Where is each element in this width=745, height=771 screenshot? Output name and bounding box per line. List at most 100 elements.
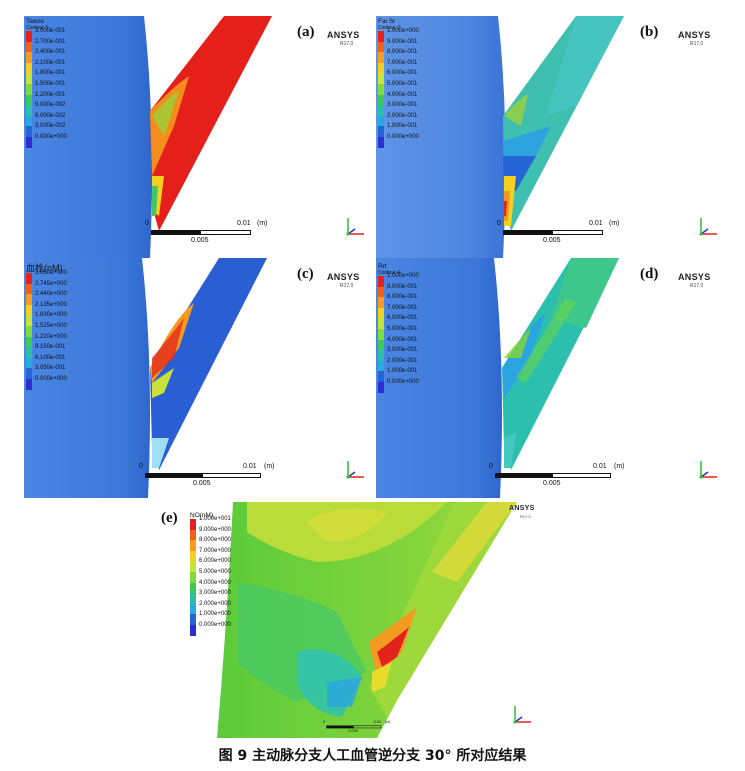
legend-swatch xyxy=(26,62,32,74)
legend-value: 1.000e+000 xyxy=(199,611,231,618)
legend-row: 0.000e+000 xyxy=(26,376,67,390)
legend-row: 1.200e-001 xyxy=(26,92,65,106)
legend-value: 3.000e-001 xyxy=(387,347,418,354)
legend-swatch xyxy=(190,550,196,562)
scale-bar-e: 0 0.01 (m) 0.005 xyxy=(323,720,390,734)
scale-mid: 0.005 xyxy=(348,729,358,734)
panel-d xyxy=(376,258,721,498)
ansys-version: R17.0 xyxy=(340,283,354,289)
contour-image-b xyxy=(376,16,721,258)
legend-swatch xyxy=(378,52,384,63)
legend-swatch xyxy=(26,115,32,127)
scale-bar-fill xyxy=(145,473,203,478)
legend-swatch xyxy=(26,73,32,84)
legend-value: 2.135e+000 xyxy=(35,301,67,308)
legend-row: 2.135e+000 xyxy=(26,302,67,316)
legend-swatch xyxy=(378,115,384,127)
legend-value: 6.000e-002 xyxy=(35,112,66,119)
ansys-logo: ANSYS xyxy=(509,505,535,512)
legend-row: 0.000e+000 xyxy=(378,134,419,148)
legend-swatch xyxy=(378,381,384,393)
legend-swatch xyxy=(26,357,32,369)
legend-swatch xyxy=(378,62,384,74)
scale-unit: (m) xyxy=(264,463,275,470)
legend-swatch xyxy=(378,286,384,298)
legend-value: 9.000e-002 xyxy=(35,102,66,109)
legend-swatch xyxy=(26,315,32,326)
legend-swatch xyxy=(190,540,196,551)
scale-max: 0.01 xyxy=(593,463,607,470)
scale-unit: (m) xyxy=(257,220,268,227)
legend-swatch xyxy=(26,105,32,116)
legend-row: 1.000e-001 xyxy=(378,368,417,382)
legend-swatch xyxy=(190,561,196,572)
legend-value: 7.000e-001 xyxy=(387,304,418,311)
legend-swatch xyxy=(190,529,196,541)
contour-image-c xyxy=(24,258,369,498)
axis-triad-icon xyxy=(699,218,717,236)
legend-value: 3.000e-002 xyxy=(35,123,66,130)
legend-subtitle: Contour 4 xyxy=(378,270,400,276)
scale-bar-fill xyxy=(326,725,354,729)
legend-subtitle: Contour 2 xyxy=(378,25,400,31)
legend-value: 8.000e-001 xyxy=(387,294,418,301)
legend-row: 9.150e-001 xyxy=(26,344,65,358)
legend-swatch xyxy=(26,304,32,316)
legend-swatch xyxy=(190,603,196,615)
panel-b xyxy=(376,16,721,258)
legend-swatch xyxy=(190,571,196,583)
legend-row: 3.000e-002 xyxy=(26,123,65,137)
legend-swatch xyxy=(378,41,384,53)
scale-bar-c: 0 0.01 (m) 0.005 xyxy=(139,463,314,493)
legend-value: 6.100e-001 xyxy=(35,354,66,361)
legend-value: 7.000e-001 xyxy=(387,59,418,66)
legend-value: 7.000e+000 xyxy=(199,547,231,554)
panel-e xyxy=(187,502,547,738)
legend-row: 1.830e+000 xyxy=(26,312,67,326)
legend-value: 5.000e-001 xyxy=(387,80,418,87)
legend-title: Rrt xyxy=(378,263,387,270)
legend-swatch xyxy=(378,126,384,137)
legend-swatch xyxy=(378,73,384,84)
axis-triad-icon xyxy=(699,461,717,479)
legend-value: 1.000e-001 xyxy=(387,123,418,130)
legend-row: 9.000e-001 xyxy=(378,284,417,298)
legend-row: 5.000e-001 xyxy=(378,81,417,95)
legend-swatch xyxy=(26,31,32,42)
legend-value: 3.050e-001 xyxy=(35,365,66,372)
legend-value: 4.000e+000 xyxy=(199,579,231,586)
legend-row: 5.000e+000 xyxy=(190,569,231,583)
legend-value: 9.000e-001 xyxy=(387,283,418,290)
legend-row: 2.400e-001 xyxy=(26,49,65,63)
legend-swatch xyxy=(378,94,384,106)
legend-value: 8.000e-001 xyxy=(387,49,418,56)
legend-value: 1.500e-001 xyxy=(35,80,66,87)
legend-row: 2.000e-001 xyxy=(378,358,417,372)
scale-zero: 0 xyxy=(323,720,326,724)
legend-value: 3.000e+000 xyxy=(199,590,231,597)
legend-title: NO(nM) xyxy=(190,512,214,519)
legend-swatch xyxy=(26,294,32,305)
legend-value: 3.000e-001 xyxy=(35,28,66,34)
legend-row: 1.000e+001 xyxy=(190,516,231,530)
legend-value: 0.000e+000 xyxy=(199,621,231,628)
legend-value: 2.000e-001 xyxy=(387,112,418,119)
legend-row: 1.525e+000 xyxy=(26,323,67,337)
legend-value: 6.000e-001 xyxy=(387,315,418,322)
legend-swatch xyxy=(26,41,32,53)
legend-swatch xyxy=(378,136,384,148)
legend-value: 1.800e-001 xyxy=(35,70,66,77)
legend-row: 8.000e-001 xyxy=(378,294,417,308)
legend-swatch xyxy=(26,83,32,95)
legend-value: 1.000e+001 xyxy=(199,516,231,522)
scale-bar-b: 0 0.01 (m) 0.005 xyxy=(497,220,657,250)
legend-value: 3.000e-001 xyxy=(387,102,418,109)
scale-unit: (m) xyxy=(384,720,391,724)
scale-unit: (m) xyxy=(609,220,620,227)
legend-row: 4.000e+000 xyxy=(190,580,231,594)
legend-a: Tawss Contour 3 3.000e-001 2.700e-001 2.40… xyxy=(26,18,67,148)
legend-e: NO(nM) 1.000e+001 9.000e+000 8.000e+000 7.0… xyxy=(190,512,231,636)
legend-rows: 1.000e+000 9.000e-001 8.000e-001 7.000e-001… xyxy=(378,28,419,148)
legend-swatch xyxy=(26,336,32,348)
legend-value: 1.830e+000 xyxy=(35,312,67,319)
